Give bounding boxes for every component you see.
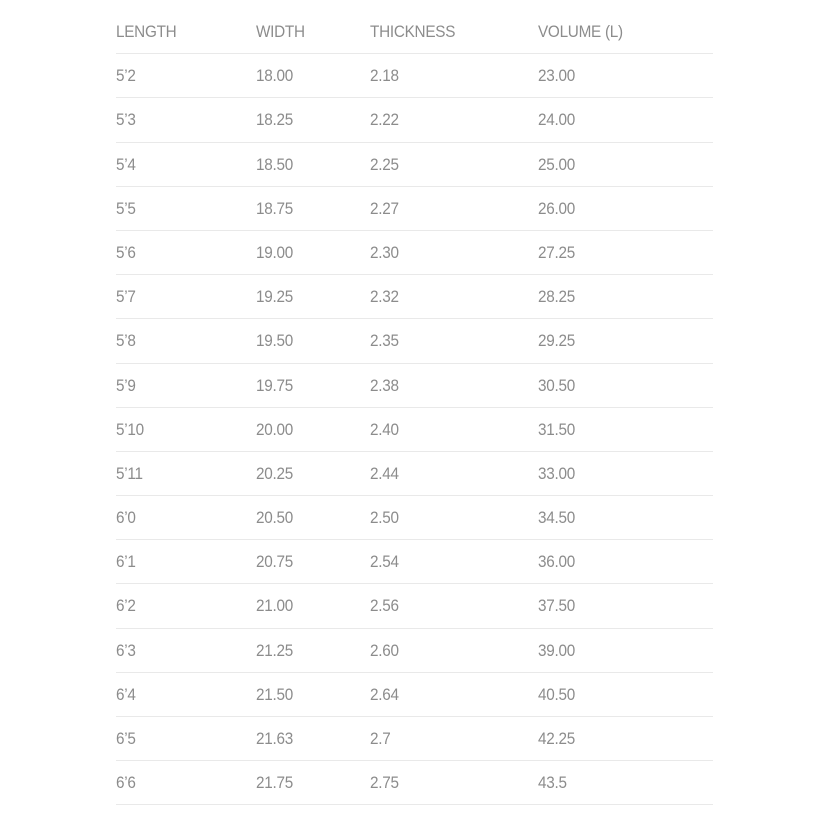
cell-length: 6’1 — [116, 552, 136, 572]
cell-thickness: 2.60 — [370, 640, 399, 660]
header-width: WIDTH — [256, 22, 305, 41]
cell-length: 5’7 — [116, 287, 136, 307]
cell-volume: 30.50 — [538, 375, 575, 395]
cell-volume: 29.25 — [538, 331, 575, 351]
cell-length: 5’9 — [116, 375, 136, 395]
header-length: LENGTH — [116, 22, 177, 41]
cell-width: 18.75 — [256, 198, 293, 218]
cell-volume: 28.25 — [538, 287, 575, 307]
cell-thickness: 2.56 — [370, 596, 399, 616]
cell-thickness: 2.40 — [370, 419, 399, 439]
cell-thickness: 2.38 — [370, 375, 399, 395]
cell-width: 20.50 — [256, 508, 293, 528]
cell-volume: 34.50 — [538, 508, 575, 528]
table-row: 6’2 21.00 2.56 37.50 — [116, 584, 713, 629]
cell-volume: 36.00 — [538, 552, 575, 572]
cell-width: 19.50 — [256, 331, 293, 351]
table-row: 6’5 21.63 2.7 42.25 — [116, 717, 713, 762]
cell-length: 6’4 — [116, 684, 136, 704]
cell-thickness: 2.22 — [370, 110, 399, 130]
cell-length: 5’2 — [116, 66, 136, 86]
table-row: 6’0 20.50 2.50 34.50 — [116, 496, 713, 541]
cell-thickness: 2.25 — [370, 154, 399, 174]
cell-length: 6’3 — [116, 640, 136, 660]
cell-thickness: 2.7 — [370, 729, 391, 748]
table-row: 5’2 18.00 2.18 23.00 — [116, 54, 713, 99]
cell-length: 5’8 — [116, 331, 136, 351]
cell-length: 6’5 — [116, 729, 136, 748]
cell-volume: 42.25 — [538, 729, 575, 748]
cell-thickness: 2.27 — [370, 198, 399, 218]
cell-width: 19.00 — [256, 242, 293, 262]
cell-thickness: 2.32 — [370, 287, 399, 307]
cell-width: 19.75 — [256, 375, 293, 395]
cell-width: 18.25 — [256, 110, 293, 130]
cell-length: 5’3 — [116, 110, 136, 130]
cell-volume: 33.00 — [538, 463, 575, 483]
cell-length: 5’5 — [116, 198, 136, 218]
table-row: 6’6 21.75 2.75 43.5 — [116, 761, 713, 806]
cell-width: 20.25 — [256, 463, 293, 483]
table-row: 6’1 20.75 2.54 36.00 — [116, 540, 713, 585]
size-table: LENGTH WIDTH THICKNESS VOLUME (L) 5’2 18.… — [116, 10, 713, 806]
table-row: 5’3 18.25 2.22 24.00 — [116, 98, 713, 143]
table-row: 5’7 19.25 2.32 28.25 — [116, 275, 713, 320]
cell-volume: 25.00 — [538, 154, 575, 174]
cell-length: 6’0 — [116, 508, 136, 528]
cell-width: 20.00 — [256, 419, 293, 439]
table-row: 5’5 18.75 2.27 26.00 — [116, 187, 713, 231]
header-volume: VOLUME (L) — [538, 22, 623, 41]
cell-length: 5’4 — [116, 154, 136, 174]
cell-volume: 43.5 — [538, 773, 567, 793]
cell-volume: 39.00 — [538, 640, 575, 660]
table-row: 5’6 19.00 2.30 27.25 — [116, 231, 713, 276]
cell-width: 21.25 — [256, 640, 293, 660]
table-row: 5’4 18.50 2.25 25.00 — [116, 143, 713, 187]
cell-width: 18.50 — [256, 154, 293, 174]
cell-width: 21.50 — [256, 684, 293, 704]
cell-volume: 24.00 — [538, 110, 575, 130]
table-row: 5’10 20.00 2.40 31.50 — [116, 408, 713, 452]
table-row: 5’9 19.75 2.38 30.50 — [116, 364, 713, 408]
cell-width: 21.75 — [256, 773, 293, 793]
cell-thickness: 2.75 — [370, 773, 399, 793]
cell-thickness: 2.30 — [370, 242, 399, 262]
table-row: 6’3 21.25 2.60 39.00 — [116, 629, 713, 673]
cell-length: 5’11 — [116, 463, 143, 483]
cell-volume: 40.50 — [538, 684, 575, 704]
table-header-row: LENGTH WIDTH THICKNESS VOLUME (L) — [116, 10, 713, 55]
cell-length: 5’10 — [116, 419, 144, 439]
cell-volume: 31.50 — [538, 419, 575, 439]
cell-thickness: 2.18 — [370, 66, 399, 86]
cell-volume: 26.00 — [538, 198, 575, 218]
cell-width: 20.75 — [256, 552, 293, 572]
cell-length: 6’2 — [116, 596, 136, 616]
cell-thickness: 2.44 — [370, 463, 399, 483]
cell-thickness: 2.64 — [370, 684, 399, 704]
cell-volume: 37.50 — [538, 596, 575, 616]
cell-width: 19.25 — [256, 287, 293, 307]
table-row: 5’11 20.25 2.44 33.00 — [116, 452, 713, 497]
cell-thickness: 2.35 — [370, 331, 399, 351]
cell-width: 21.63 — [256, 729, 293, 748]
cell-thickness: 2.54 — [370, 552, 399, 572]
cell-length: 5’6 — [116, 242, 136, 262]
cell-thickness: 2.50 — [370, 508, 399, 528]
cell-length: 6’6 — [116, 773, 136, 793]
cell-volume: 27.25 — [538, 242, 575, 262]
cell-width: 21.00 — [256, 596, 293, 616]
table-row: 5’8 19.50 2.35 29.25 — [116, 319, 713, 364]
header-thickness: THICKNESS — [370, 22, 456, 41]
cell-width: 18.00 — [256, 66, 293, 86]
table-row: 6’4 21.50 2.64 40.50 — [116, 673, 713, 717]
cell-volume: 23.00 — [538, 66, 575, 86]
